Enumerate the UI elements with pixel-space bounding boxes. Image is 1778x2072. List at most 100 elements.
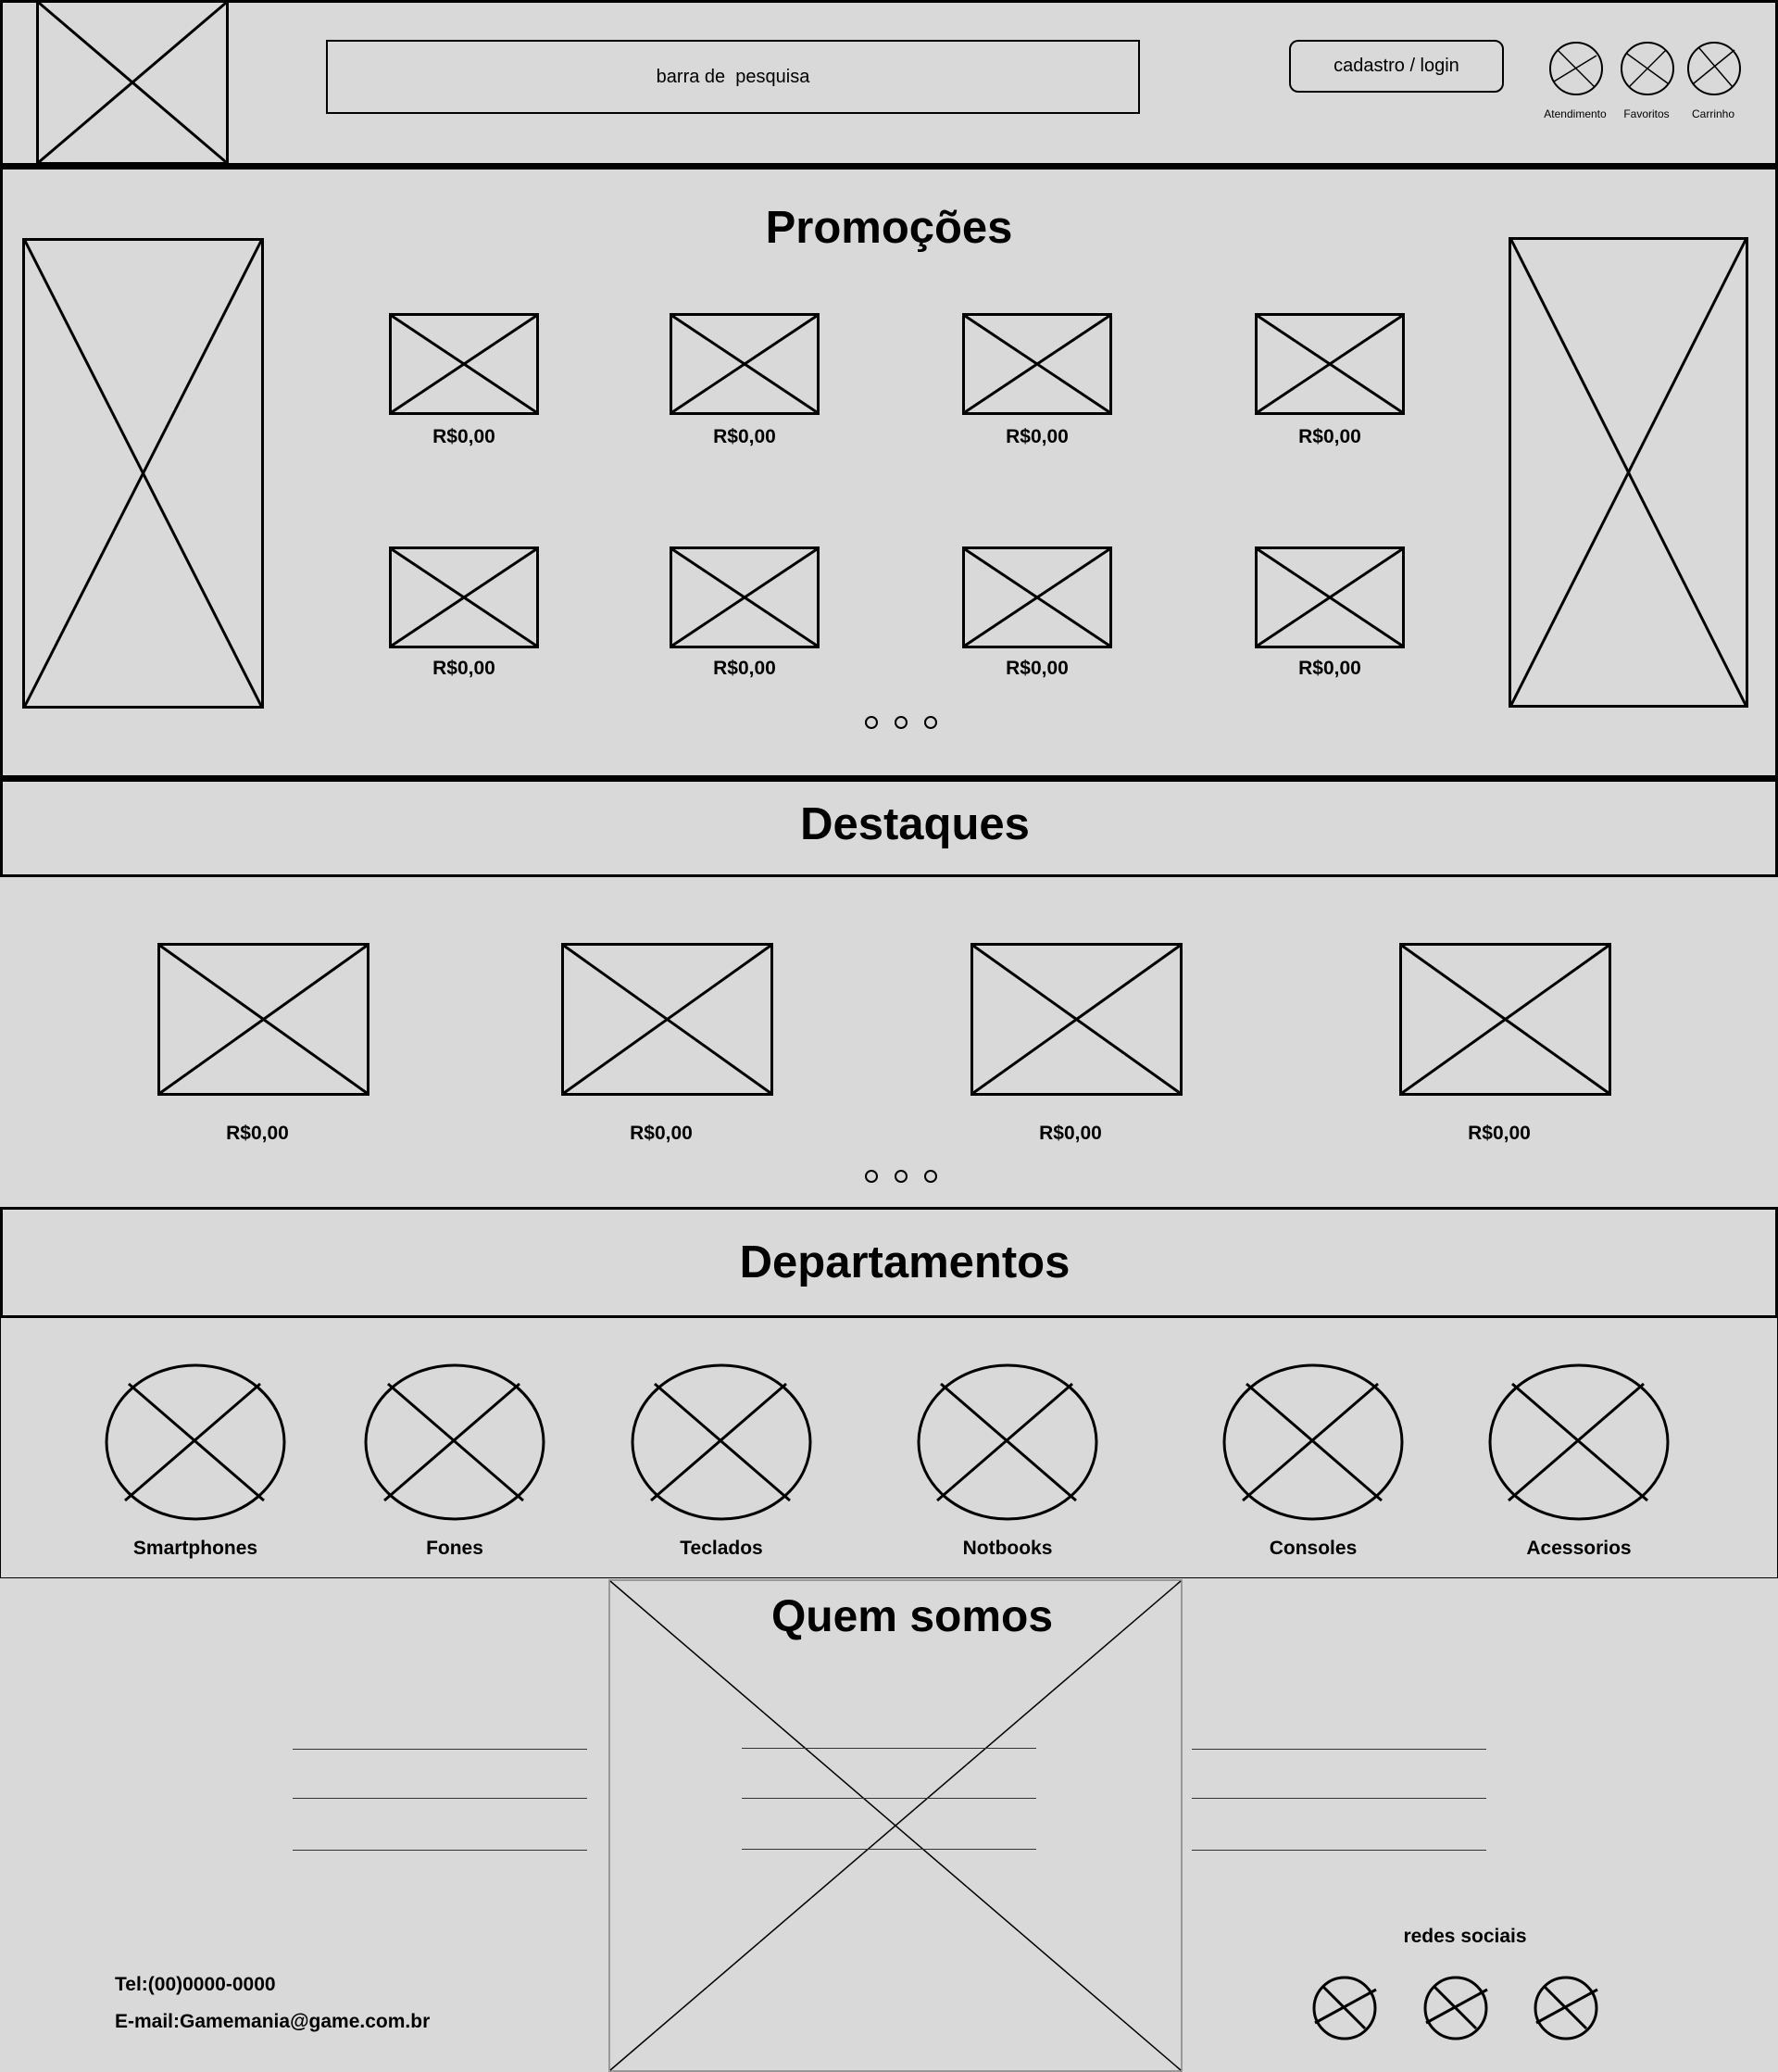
department-icon <box>105 1363 286 1521</box>
text-line <box>742 1798 1036 1799</box>
placeholder-x-icon <box>1257 547 1403 647</box>
department-icon <box>1488 1363 1670 1521</box>
carrinho-icon <box>1687 42 1741 95</box>
department-item[interactable]: Smartphones <box>84 1363 307 1567</box>
social-title: redes sociais <box>1403 1926 1527 1947</box>
destaque-product-image[interactable] <box>970 943 1183 1096</box>
favoritos-button[interactable]: Favoritos <box>1605 41 1688 124</box>
department-item[interactable]: Consoles <box>1202 1363 1424 1567</box>
placeholder-x-icon <box>972 944 1181 1095</box>
favoritos-icon <box>1621 42 1674 95</box>
carousel-dot[interactable] <box>924 716 937 729</box>
carrinho-label: Carrinho <box>1691 107 1735 120</box>
promo-product-image[interactable] <box>670 546 820 648</box>
product-price: R$0,00 <box>713 426 776 447</box>
department-label: Consoles <box>1269 1538 1358 1559</box>
carousel-dot[interactable] <box>895 716 908 729</box>
promo-carousel-dots[interactable] <box>865 716 937 729</box>
product-price: R$0,00 <box>713 658 776 679</box>
product-price: R$0,00 <box>1006 658 1069 679</box>
atendimento-button[interactable]: Atendimento <box>1534 41 1617 124</box>
atendimento-label: Atendimento <box>1544 107 1607 120</box>
department-label: Teclados <box>680 1538 763 1559</box>
text-line <box>293 1749 587 1750</box>
departamentos-header <box>0 1207 1778 1318</box>
social-icon[interactable] <box>1422 1975 1489 2041</box>
destaques-carousel-dots[interactable] <box>865 1170 937 1183</box>
text-line <box>293 1850 587 1851</box>
department-item[interactable]: Fones <box>344 1363 566 1567</box>
placeholder-x-icon <box>671 314 818 414</box>
placeholder-x-icon <box>1257 314 1403 414</box>
product-price: R$0,00 <box>432 426 495 447</box>
department-item[interactable]: Notbooks <box>896 1363 1119 1567</box>
placeholder-x-icon <box>38 1 227 164</box>
department-item[interactable]: Acessorios <box>1468 1363 1690 1567</box>
text-line <box>1192 1798 1486 1799</box>
social-icon[interactable] <box>1533 1975 1599 2041</box>
search-input[interactable]: barra de pesquisa <box>326 40 1140 114</box>
text-line <box>293 1798 587 1799</box>
product-price: R$0,00 <box>1039 1123 1102 1144</box>
destaque-product-image[interactable] <box>157 943 369 1096</box>
carousel-dot[interactable] <box>895 1170 908 1183</box>
placeholder-x-icon <box>671 547 818 647</box>
text-line <box>1192 1850 1486 1851</box>
promocoes-section <box>0 167 1778 779</box>
contact-tel: Tel:(00)0000-0000 <box>115 1974 276 1995</box>
carousel-dot[interactable] <box>924 1170 937 1183</box>
promocoes-title: Promoções <box>765 203 1013 253</box>
login-button-label: cadastro / login <box>1334 56 1459 76</box>
header <box>0 0 1778 167</box>
promo-product-image[interactable] <box>1255 313 1405 415</box>
contact-email: E-mail:Gamemania@game.com.br <box>115 2011 431 2032</box>
department-item[interactable]: Teclados <box>610 1363 833 1567</box>
carousel-dot[interactable] <box>865 1170 878 1183</box>
promo-product-image[interactable] <box>389 546 539 648</box>
product-price: R$0,00 <box>226 1123 289 1144</box>
placeholder-x-icon <box>391 314 537 414</box>
favoritos-label: Favoritos <box>1623 107 1670 120</box>
department-icon <box>631 1363 812 1521</box>
department-icon <box>1222 1363 1404 1521</box>
carousel-dot[interactable] <box>865 716 878 729</box>
product-price: R$0,00 <box>432 658 495 679</box>
promo-product-image[interactable] <box>389 313 539 415</box>
product-price: R$0,00 <box>1298 658 1361 679</box>
placeholder-x-icon <box>23 240 263 707</box>
atendimento-icon <box>1549 42 1603 95</box>
promo-product-image[interactable] <box>962 313 1112 415</box>
placeholder-x-icon <box>563 944 771 1095</box>
text-line <box>1192 1749 1486 1750</box>
login-button[interactable]: cadastro / login <box>1289 40 1504 93</box>
text-line <box>742 1849 1036 1850</box>
destaque-product-image[interactable] <box>561 943 773 1096</box>
product-price: R$0,00 <box>1298 426 1361 447</box>
placeholder-x-icon <box>964 547 1110 647</box>
logo-image-placeholder[interactable] <box>36 0 229 165</box>
department-label: Acessorios <box>1526 1538 1632 1559</box>
carrinho-button[interactable]: Carrinho <box>1672 41 1755 124</box>
destaque-product-image[interactable] <box>1399 943 1611 1096</box>
placeholder-x-icon <box>964 314 1110 414</box>
promo-banner-right[interactable] <box>1509 237 1748 708</box>
department-icon <box>917 1363 1098 1521</box>
placeholder-x-icon <box>391 547 537 647</box>
department-label: Smartphones <box>132 1538 258 1559</box>
department-label: Notbooks <box>962 1538 1053 1559</box>
quem-somos-image-placeholder <box>608 1579 1183 2072</box>
promo-product-image[interactable] <box>670 313 820 415</box>
text-line <box>742 1748 1036 1749</box>
department-label: Fones <box>426 1538 483 1559</box>
promo-product-image[interactable] <box>962 546 1112 648</box>
promo-product-image[interactable] <box>1255 546 1405 648</box>
social-icon[interactable] <box>1311 1975 1378 2041</box>
department-icon <box>364 1363 545 1521</box>
destaques-header <box>0 779 1778 877</box>
promo-banner-left[interactable] <box>22 238 264 709</box>
search-placeholder-text: barra de pesquisa <box>656 66 810 87</box>
product-price: R$0,00 <box>1006 426 1069 447</box>
quem-somos-title: Quem somos <box>770 1592 1054 1641</box>
placeholder-x-icon <box>1509 239 1747 706</box>
product-price: R$0,00 <box>630 1123 693 1144</box>
